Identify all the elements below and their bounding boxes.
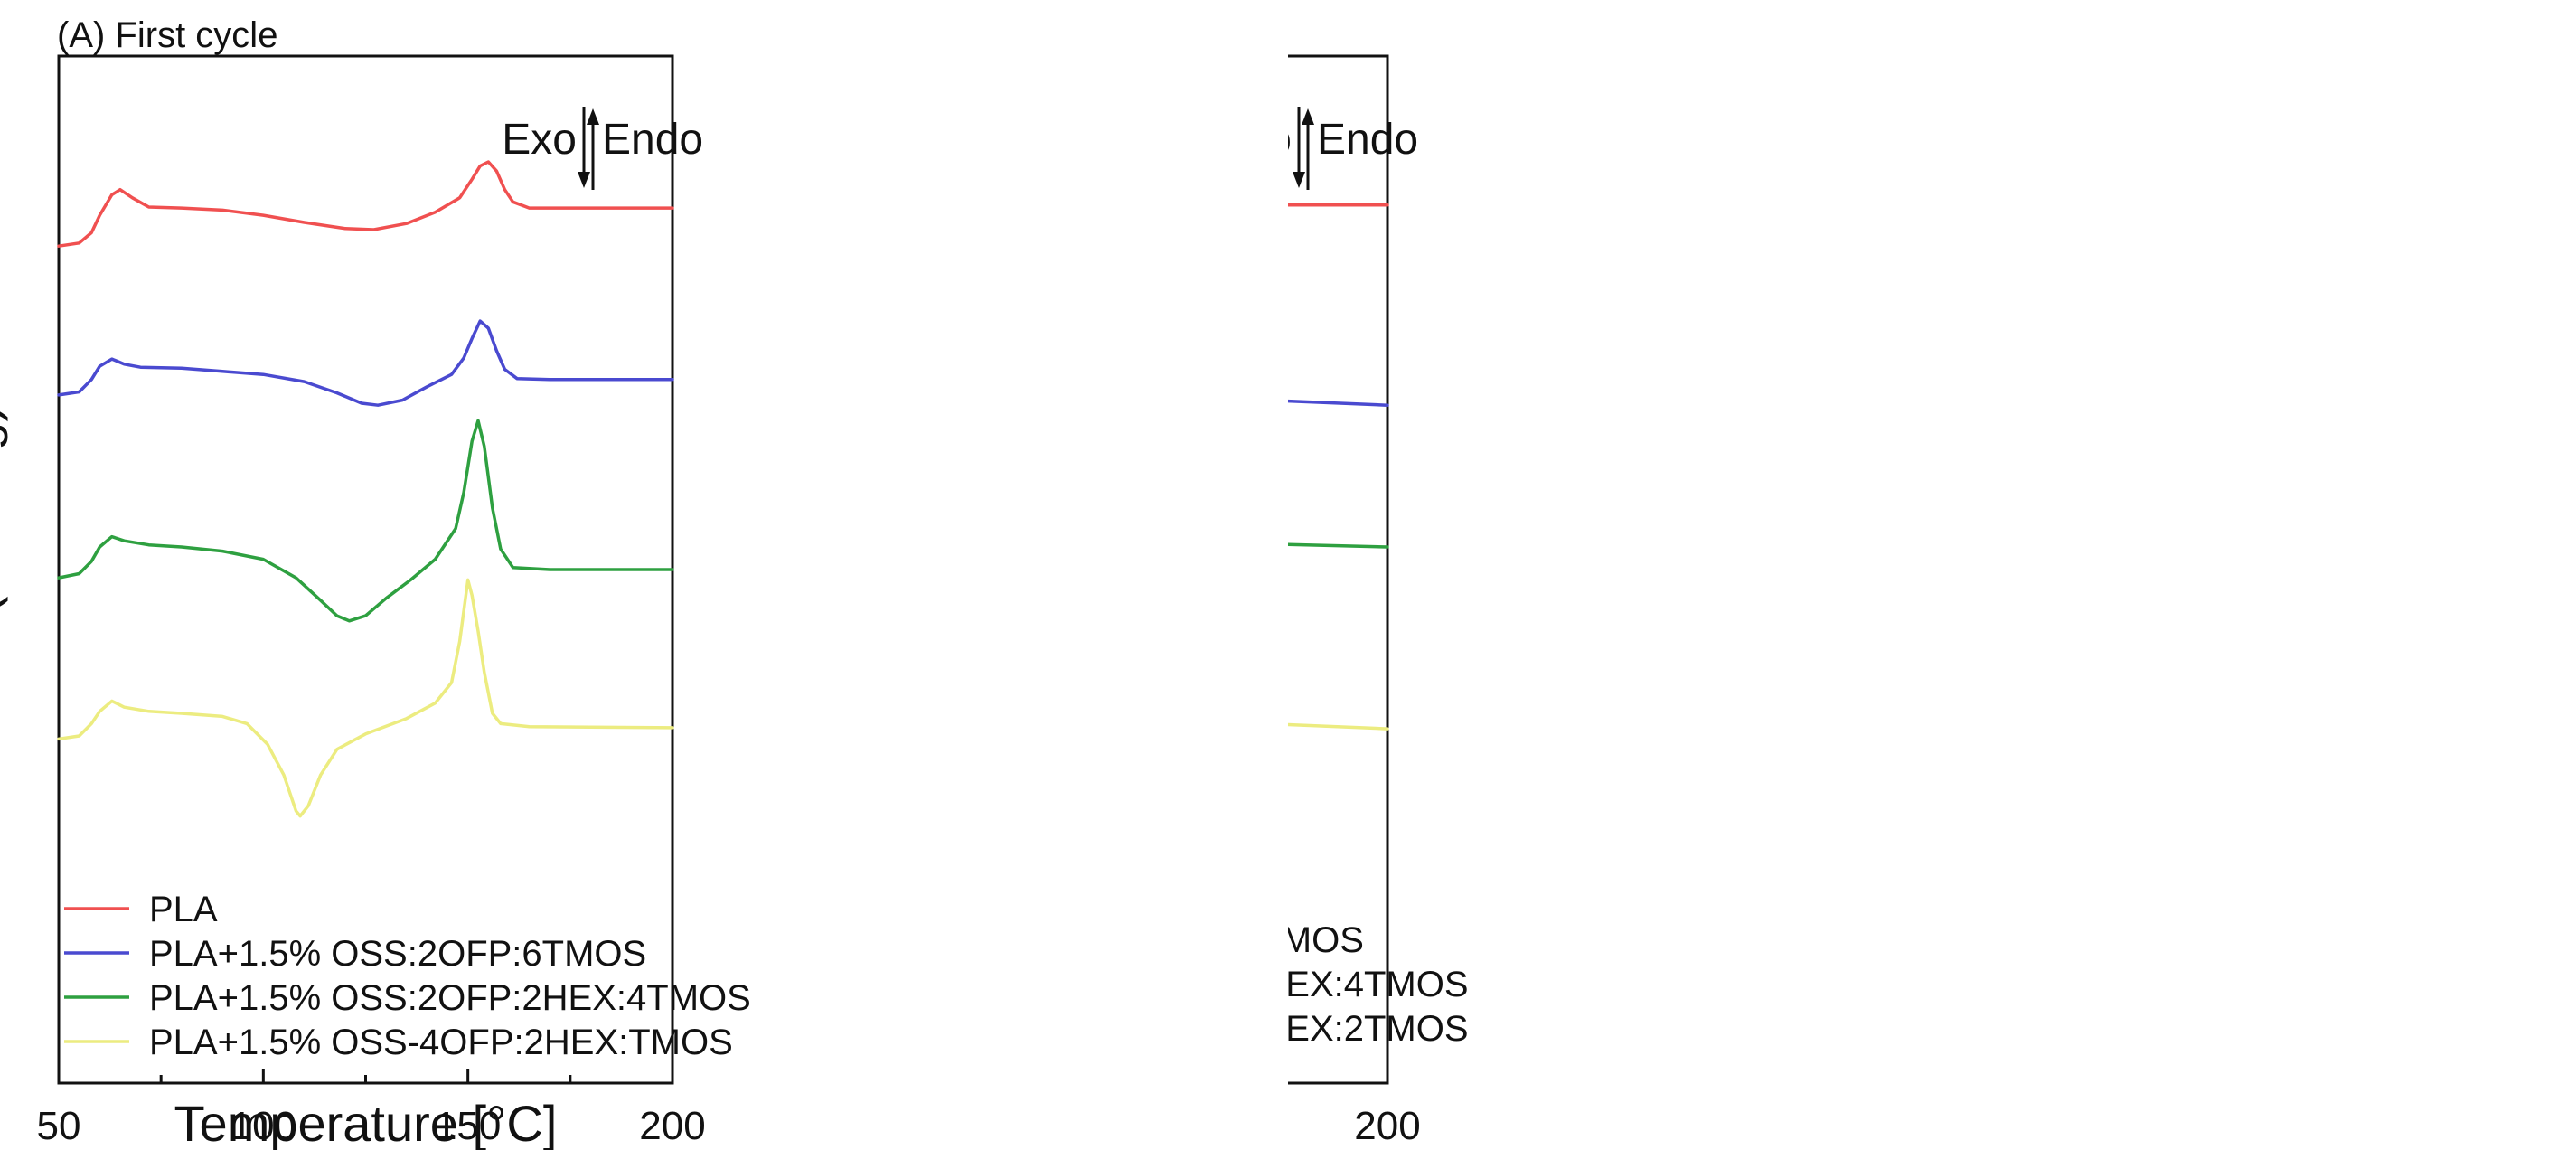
series-line-4: [1288, 722, 1389, 731]
series-line-3: [57, 419, 674, 623]
exo-arrow-head: [578, 172, 590, 188]
series-line-1: [57, 160, 674, 248]
series-group: [57, 160, 674, 818]
exo-arrow-head: [1293, 172, 1305, 188]
exo-label: Exo: [502, 116, 577, 164]
legend-label-1: PLA: [149, 890, 218, 929]
exo-label: Exo: [1288, 116, 1292, 164]
legend-label-3: PLA+1.5% OSS-2OFP:2HEX:4TMOS: [1288, 965, 1469, 1004]
x-axis-label: Temperature [°C]: [174, 1095, 558, 1150]
endo-label: Endo: [1317, 116, 1418, 164]
legend-label-4: PLA+1.5% OSS-4OFP:2HEX:TMOS: [149, 1023, 733, 1062]
plot-frame: [1288, 54, 1389, 1085]
chart-title: (A) First cycle: [57, 15, 277, 55]
x-tick-label: 200: [1354, 1104, 1420, 1148]
x-tick-label: 100: [230, 1104, 296, 1148]
endo-arrow-head: [587, 108, 599, 125]
panel-first-cycle: (A) First cycle 50 100 150 200 Temperature [°…: [0, 15, 751, 1150]
series-line-1: [1288, 203, 1389, 207]
series-line-2: [1288, 399, 1389, 407]
legend-label-2: PLA+1.5% OSS-2OFP:6TMOS: [1288, 920, 1364, 960]
chart-first-cycle: (A) First cycle 50 100 150 200 Temperature [°…: [0, 15, 751, 1150]
series-group: [1288, 203, 1389, 731]
x-tick-label: 150: [435, 1104, 501, 1148]
series-line-2: [57, 319, 674, 407]
endo-arrow-head: [1302, 108, 1314, 125]
endo-label: Endo: [602, 116, 703, 164]
y-axis-label: DSC/(mW/mg): [0, 405, 8, 734]
legend-label-2: PLA+1.5% OSS:2OFP:6TMOS: [149, 934, 646, 974]
x-tick-label: 200: [639, 1104, 705, 1148]
legend-label-3: PLA+1.5% OSS:2OFP:2HEX:4TMOS: [149, 978, 751, 1018]
series-line-3: [1288, 542, 1389, 549]
legend-label-4: PLA+1.5% OSS-4OFP:2HEX:2TMOS: [1288, 1009, 1469, 1049]
series-line-4: [57, 578, 674, 818]
x-tick-label: 50: [37, 1104, 81, 1148]
